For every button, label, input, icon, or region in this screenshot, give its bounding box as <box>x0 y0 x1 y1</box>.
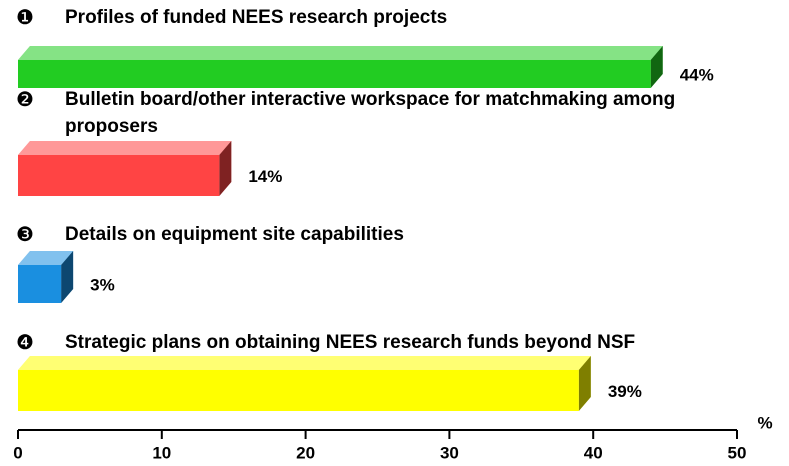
bar <box>18 370 579 411</box>
bar-top <box>18 141 232 155</box>
bar-top <box>18 251 74 265</box>
bar-top <box>18 46 663 60</box>
bar <box>18 60 651 88</box>
bar-side-shade <box>61 251 74 303</box>
x-tick-label: 40 <box>584 443 603 462</box>
bar-side-shade <box>578 356 591 411</box>
category-label: Bulletin board/other interactive workspa… <box>65 89 676 137</box>
marker: ❶ <box>16 5 34 29</box>
marker: ❸ <box>16 222 34 246</box>
marker: ❹ <box>16 330 34 354</box>
value-label: 14% <box>248 167 282 186</box>
bar-top-shade <box>18 46 663 60</box>
x-axis-label: % <box>757 413 772 432</box>
category-label: Strategic plans on obtaining NEES resear… <box>65 332 636 353</box>
bar-top-shade <box>18 251 74 265</box>
x-tick-label: 50 <box>728 443 747 462</box>
bar-side-shade <box>650 46 663 88</box>
value-label: 3% <box>90 275 115 294</box>
bar-top-shade <box>18 356 591 370</box>
category-label: Details on equipment site capabilities <box>65 224 404 245</box>
bar <box>18 155 220 196</box>
x-tick-label: 0 <box>13 443 22 462</box>
x-tick-label: 30 <box>440 443 459 462</box>
marker: ❷ <box>16 87 34 111</box>
bar-top-shade <box>18 141 232 155</box>
x-tick-label: 10 <box>152 443 171 462</box>
bar-top <box>18 356 591 370</box>
bar-side-shade <box>219 141 232 196</box>
category-label: Profiles of funded NEES research project… <box>65 7 448 28</box>
x-tick-label: 20 <box>296 443 315 462</box>
bar <box>18 265 62 303</box>
value-label: 44% <box>680 65 714 84</box>
value-label: 39% <box>608 382 642 401</box>
